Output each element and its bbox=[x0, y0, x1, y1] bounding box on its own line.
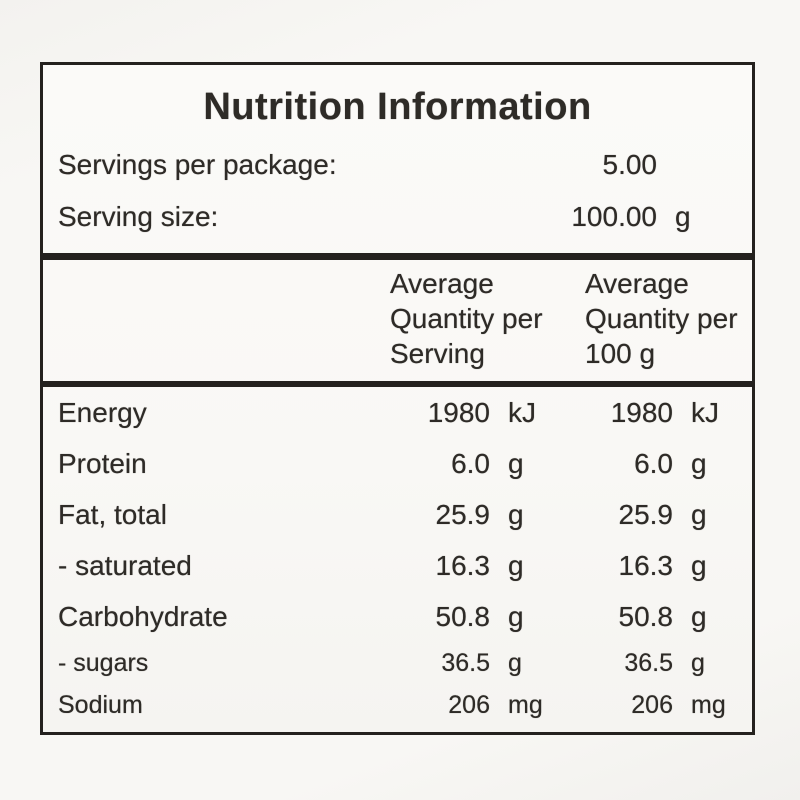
per-serving-unit: mg bbox=[508, 690, 543, 719]
per-100g-unit: kJ bbox=[691, 396, 719, 428]
per-100g-header-line1: Average bbox=[585, 268, 689, 299]
per-serving-header-line1: Average bbox=[390, 268, 494, 299]
per-serving-unit: g bbox=[508, 648, 522, 677]
per-100g-unit: g bbox=[691, 600, 707, 632]
per-serving-unit: kJ bbox=[508, 396, 536, 428]
table-row-protein: Protein 6.0 g 6.0 g bbox=[43, 438, 752, 489]
per-serving-value: 16.3 bbox=[435, 549, 491, 581]
table-row-fat-total: Fat, total 25.9 g 25.9 g bbox=[43, 489, 752, 540]
serving-size-unit: g bbox=[675, 201, 691, 232]
serving-size-row: Serving size: 100.00 g bbox=[43, 197, 752, 237]
column-headers-row: Average Quantity per Serving Average Qua… bbox=[43, 260, 752, 381]
per-serving-value: 1980 bbox=[427, 396, 490, 428]
servings-per-package-row: Servings per package: 5.00 bbox=[43, 145, 752, 185]
nutrient-name: Sodium bbox=[58, 690, 143, 719]
nutrient-name: - saturated bbox=[58, 549, 192, 581]
per-serving-header-line2: Quantity per bbox=[390, 303, 543, 334]
per-100g-header-line2: Quantity per bbox=[585, 303, 738, 334]
per-100g-value: 1980 bbox=[610, 396, 673, 428]
per-serving-value: 206 bbox=[448, 690, 490, 719]
table-row-saturated: - saturated 16.3 g 16.3 g bbox=[43, 540, 752, 591]
per-serving-unit: g bbox=[508, 600, 524, 632]
per-serving-value: 36.5 bbox=[441, 648, 490, 677]
per-serving-unit: g bbox=[508, 447, 524, 479]
per-serving-value: 25.9 bbox=[435, 498, 491, 530]
column-header-spacer bbox=[58, 266, 390, 371]
per-100g-unit: g bbox=[691, 447, 707, 479]
label-title: Nutrition Information bbox=[203, 86, 592, 128]
table-row-carbohydrate: Carbohydrate 50.8 g 50.8 g bbox=[43, 591, 752, 642]
nutrient-name: Fat, total bbox=[58, 498, 167, 530]
per-100g-unit: mg bbox=[691, 690, 726, 719]
label-header-section: Nutrition Information Servings per packa… bbox=[43, 65, 752, 253]
servings-per-package-value: 5.00 bbox=[602, 149, 658, 180]
servings-per-package-label: Servings per package: bbox=[58, 149, 337, 180]
table-row-energy: Energy 1980 kJ 1980 kJ bbox=[43, 387, 752, 438]
table-row-sodium: Sodium 206 mg 206 mg bbox=[43, 684, 752, 726]
thick-divider-top bbox=[43, 253, 752, 260]
per-serving-value: 50.8 bbox=[435, 600, 491, 632]
serving-size-value: 100.00 bbox=[571, 201, 657, 232]
per-serving-value: 6.0 bbox=[451, 447, 490, 479]
serving-size-label: Serving size: bbox=[58, 201, 219, 232]
per-100g-unit: g bbox=[691, 648, 705, 677]
nutrient-name: Carbohydrate bbox=[58, 600, 228, 632]
column-header-per-serving: Average Quantity per Serving bbox=[390, 266, 585, 371]
nutrient-name: - sugars bbox=[58, 648, 149, 677]
per-100g-value: 50.8 bbox=[618, 600, 674, 632]
per-serving-unit: g bbox=[508, 498, 524, 530]
nutrient-name: Energy bbox=[58, 396, 147, 428]
column-header-per-100g: Average Quantity per 100 g bbox=[585, 266, 752, 371]
per-100g-value: 25.9 bbox=[618, 498, 674, 530]
per-100g-header-line3: 100 g bbox=[585, 338, 656, 369]
per-serving-unit: g bbox=[508, 549, 524, 581]
per-100g-unit: g bbox=[691, 549, 707, 581]
per-100g-value: 206 bbox=[631, 690, 673, 719]
nutrition-table: Energy 1980 kJ 1980 kJ Protein 6.0 g 6.0… bbox=[43, 387, 752, 726]
per-100g-value: 16.3 bbox=[618, 549, 674, 581]
table-row-sugars: - sugars 36.5 g 36.5 g bbox=[43, 642, 752, 684]
per-100g-unit: g bbox=[691, 498, 707, 530]
nutrient-name: Protein bbox=[58, 447, 147, 479]
servings-per-package-unit bbox=[657, 145, 752, 185]
nutrition-label: Nutrition Information Servings per packa… bbox=[40, 62, 755, 735]
per-100g-value: 6.0 bbox=[634, 447, 673, 479]
per-100g-value: 36.5 bbox=[624, 648, 673, 677]
per-serving-header-line3: Serving bbox=[390, 338, 485, 369]
thick-divider-bottom bbox=[43, 381, 752, 387]
